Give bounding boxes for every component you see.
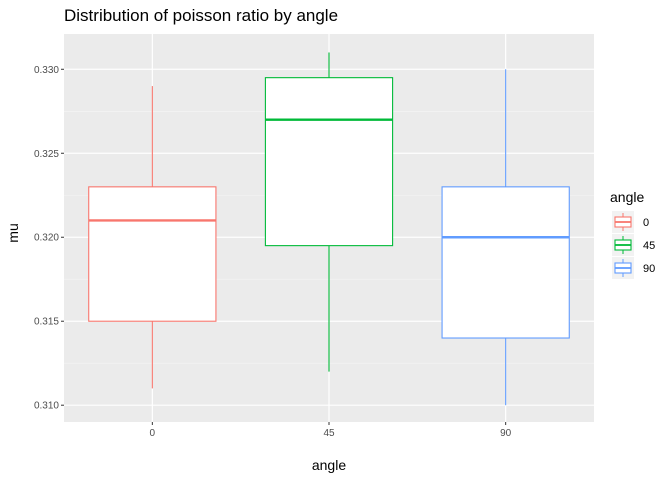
legend-label: 90: [643, 263, 655, 275]
legend-label: 0: [643, 217, 649, 229]
boxes: [88, 52, 570, 406]
chart-title: Distribution of poisson ratio by angle: [64, 6, 338, 25]
y-tick-label: 0.320: [34, 233, 59, 244]
box-iqr: [441, 186, 570, 339]
box-90: [441, 69, 570, 406]
y-tick-label: 0.315: [34, 317, 59, 328]
x-tick-label: 45: [323, 428, 335, 439]
box-0: [88, 86, 217, 389]
legend-item-90: 90: [612, 257, 655, 279]
x-axis-title: angle: [312, 457, 346, 473]
legend-title: angle: [610, 189, 644, 205]
legend: angle 0 45 90: [610, 189, 655, 279]
legend-item-45: 45: [612, 234, 655, 256]
y-tick-label: 0.330: [34, 65, 59, 76]
y-tick-label: 0.310: [34, 401, 59, 412]
x-tick-label: 0: [150, 428, 156, 439]
y-tick-labels: 0.310 0.315 0.320 0.325 0.330: [34, 65, 64, 412]
y-tick-label: 0.325: [34, 149, 59, 160]
x-tick-label: 90: [500, 428, 512, 439]
legend-item-0: 0: [612, 211, 649, 233]
legend-label: 45: [643, 240, 655, 252]
y-axis-title: mu: [5, 223, 21, 242]
x-tick-labels: 0 45 90: [150, 422, 512, 439]
box-iqr: [88, 186, 217, 322]
box-iqr: [264, 77, 394, 247]
box-45: [264, 52, 394, 372]
